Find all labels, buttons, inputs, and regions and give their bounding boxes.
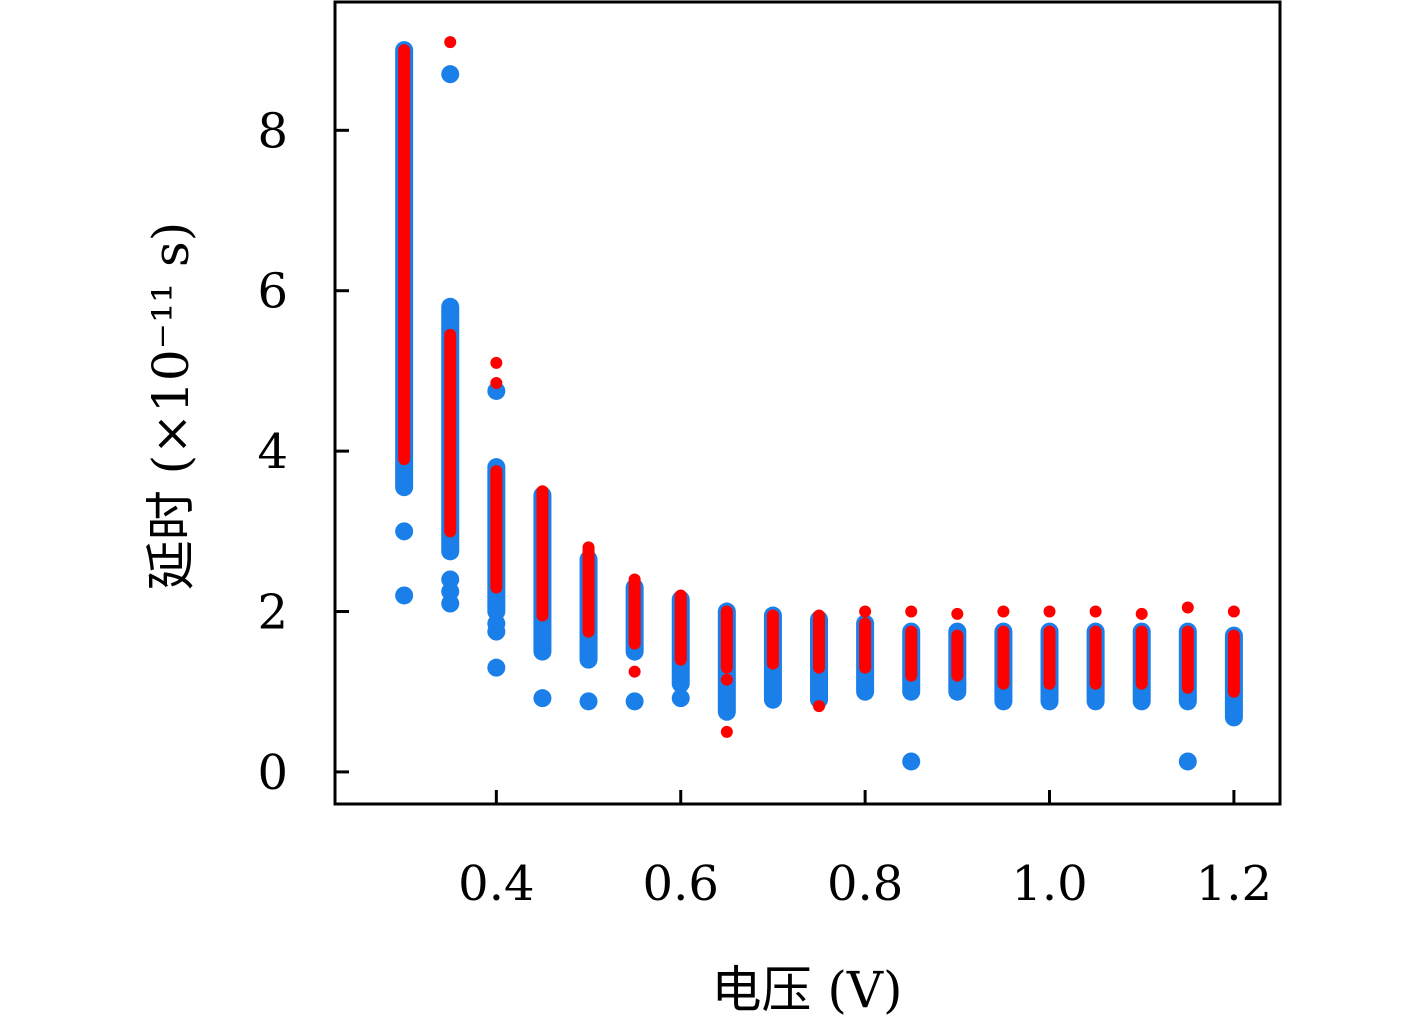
- outlier-point: [720, 725, 733, 738]
- outlier-point: [490, 356, 503, 369]
- outlier-point: [813, 700, 826, 713]
- outlier-point: [997, 605, 1010, 618]
- point-column: [720, 605, 733, 674]
- point-column: [490, 465, 503, 594]
- outlier-point: [859, 605, 872, 618]
- x-tick-label: 1.2: [1196, 856, 1272, 912]
- point-column: [1043, 625, 1056, 690]
- outlier-point: [625, 692, 644, 711]
- point-column: [1181, 625, 1194, 694]
- point-column: [1227, 629, 1240, 698]
- outlier-point: [441, 594, 460, 613]
- point-column: [1135, 625, 1148, 690]
- outlier-point: [579, 692, 598, 711]
- outlier-point: [1043, 605, 1056, 618]
- outlier-point: [951, 607, 964, 620]
- point-column: [628, 573, 641, 650]
- point-column: [444, 328, 457, 538]
- point-column: [813, 609, 826, 674]
- data-layer: [395, 36, 1243, 771]
- outlier-point: [1227, 605, 1240, 618]
- outlier-point: [533, 689, 552, 708]
- outlier-point: [905, 605, 918, 618]
- outlier-point: [490, 376, 503, 389]
- x-tick-label: 0.6: [643, 856, 719, 912]
- outlier-point: [487, 658, 506, 677]
- ticks-layer: 0.4 0.6 0.8 1.0 1.2 0 2 4 6 8: [257, 103, 1272, 912]
- point-column: [905, 625, 918, 682]
- outlier-point: [671, 689, 690, 708]
- outlier-point: [1135, 607, 1148, 620]
- x-tick-label: 1.0: [1011, 856, 1087, 912]
- point-column: [674, 589, 687, 666]
- y-axis-label: 延时 (×10⁻¹¹ s): [142, 222, 200, 590]
- point-column: [398, 44, 411, 466]
- plot-frame: [333, 0, 1282, 806]
- outlier-point: [902, 752, 921, 771]
- outlier-point: [720, 673, 733, 686]
- outlier-point: [487, 622, 506, 641]
- y-tick-label: 4: [257, 424, 288, 480]
- outlier-point: [1181, 601, 1194, 614]
- outlier-point: [628, 665, 641, 678]
- outlier-point: [395, 586, 414, 605]
- point-column: [766, 609, 779, 670]
- outlier-point: [441, 65, 460, 84]
- point-column: [536, 485, 549, 622]
- y-tick-label: 8: [257, 103, 288, 159]
- y-tick-label: 6: [257, 264, 288, 320]
- point-column: [997, 625, 1010, 690]
- x-axis-label: 电压 (V): [711, 961, 902, 1019]
- point-column: [859, 617, 872, 674]
- outlier-point: [1178, 752, 1197, 771]
- point-column: [1089, 625, 1102, 690]
- point-column: [582, 541, 595, 638]
- outlier-point: [1089, 605, 1102, 618]
- outlier-point: [395, 522, 414, 541]
- point-column: [951, 629, 964, 682]
- y-tick-label: 2: [257, 585, 288, 641]
- y-tick-label: 0: [257, 745, 288, 801]
- x-tick-label: 0.8: [827, 856, 903, 912]
- outlier-point: [444, 36, 457, 49]
- x-tick-label: 0.4: [458, 856, 534, 912]
- series-1: [398, 36, 1240, 738]
